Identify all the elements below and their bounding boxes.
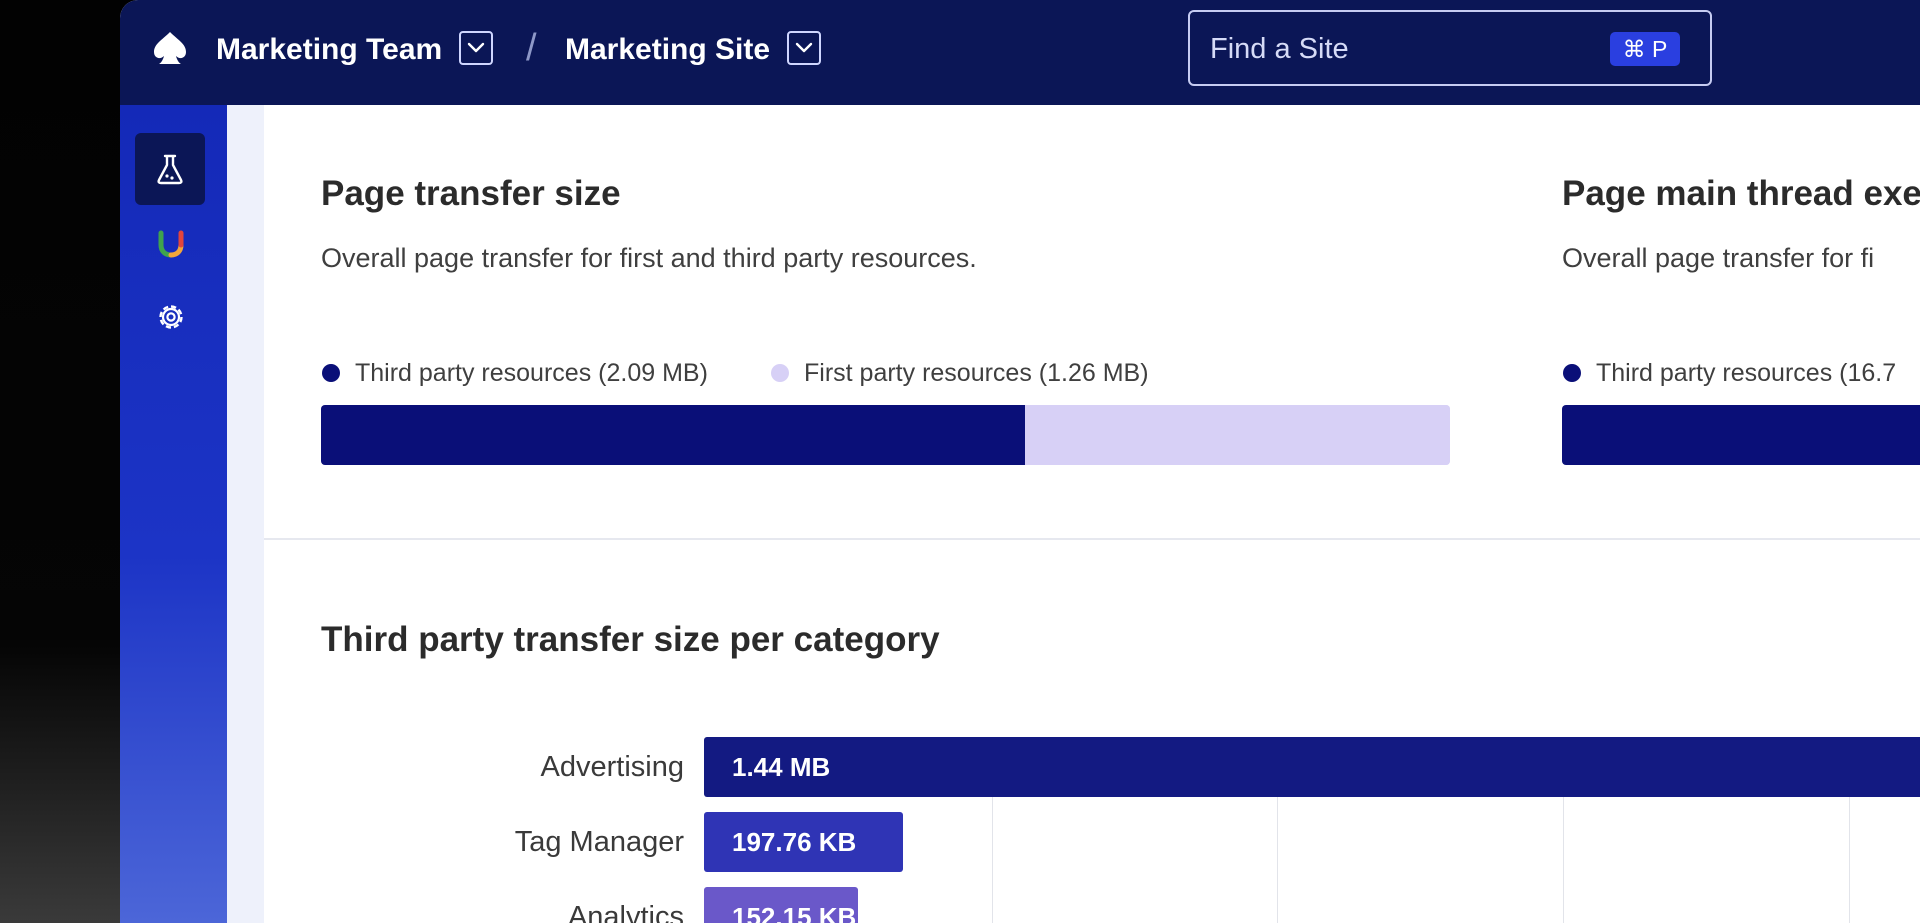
sidebar-item-integrations[interactable] <box>135 207 205 279</box>
category-value-label: 1.44 MB <box>732 752 831 782</box>
legend-third-party: Third party resources (2.09 MB) <box>355 359 708 387</box>
team-dropdown-button[interactable] <box>459 31 493 65</box>
legend-dot-third-party <box>322 364 340 382</box>
flask-icon <box>157 154 183 185</box>
site-breadcrumb[interactable]: Marketing Site <box>565 33 771 66</box>
page-transfer-size-description: Overall page transfer for first and thir… <box>321 243 977 273</box>
sidebar-item-labs[interactable] <box>135 133 205 205</box>
main-thread-title: Page main thread exe <box>1562 174 1920 213</box>
main-thread-stacked-bar <box>1562 405 1920 465</box>
keyboard-shortcut-badge: ⌘ P <box>1610 32 1680 66</box>
third-party-segment <box>321 405 1025 465</box>
main-content: Page transfer size Overall page transfer… <box>264 105 1920 923</box>
transfer-size-stacked-bar <box>321 405 1450 465</box>
category-label: Advertising <box>540 751 684 783</box>
category-label: Analytics <box>567 901 684 923</box>
team-breadcrumb[interactable]: Marketing Team <box>216 33 443 66</box>
desktop-backdrop <box>0 0 120 923</box>
chevron-down-icon <box>795 42 813 53</box>
category-value-label: 197.76 KB <box>732 827 857 857</box>
grid-line <box>992 795 993 923</box>
site-dropdown-button[interactable] <box>787 31 821 65</box>
app-window: Marketing Team / Marketing Site Find a S… <box>120 0 1920 923</box>
category-bar[interactable]: 197.76 KB <box>704 812 903 872</box>
category-bar[interactable]: 152.15 KB <box>704 887 858 923</box>
sidebar <box>120 105 227 923</box>
content-gutter <box>227 105 264 923</box>
top-bar: Marketing Team / Marketing Site Find a S… <box>120 0 1920 105</box>
grid-line <box>1277 795 1278 923</box>
chevron-down-icon <box>467 42 485 53</box>
legend-dot-third-party-2 <box>1563 364 1581 382</box>
legend-dot-first-party <box>771 364 789 382</box>
gear-icon <box>159 305 183 329</box>
spade-logo-icon[interactable] <box>150 28 190 68</box>
legend-first-party: First party resources (1.26 MB) <box>804 359 1149 387</box>
legend-third-party-2: Third party resources (16.7 <box>1596 359 1897 387</box>
category-value-label: 152.15 KB <box>732 902 857 923</box>
breadcrumb-separator: / <box>526 27 537 69</box>
first-party-segment <box>1025 405 1450 465</box>
page-transfer-size-title: Page transfer size <box>321 174 621 213</box>
section-divider <box>264 538 1920 540</box>
sidebar-item-settings[interactable] <box>135 281 205 353</box>
category-bar[interactable]: 1.44 MB <box>704 737 1920 797</box>
category-section-title: Third party transfer size per category <box>321 620 940 659</box>
site-search-input[interactable]: Find a Site ⌘ P <box>1188 10 1712 86</box>
grid-line <box>1563 795 1564 923</box>
grid-line <box>1849 795 1850 923</box>
u-logo-icon <box>158 230 184 258</box>
search-placeholder: Find a Site <box>1210 33 1349 65</box>
category-label: Tag Manager <box>514 826 684 858</box>
main-thread-description: Overall page transfer for fi <box>1562 243 1875 273</box>
